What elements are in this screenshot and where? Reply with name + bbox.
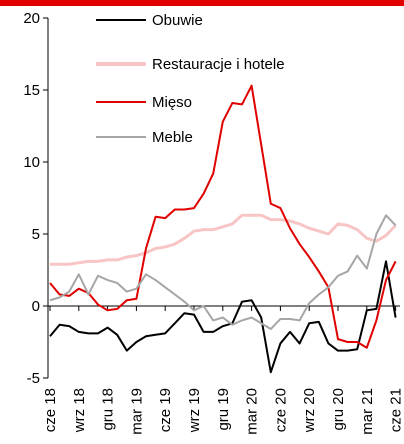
y-tick-label: 0 bbox=[32, 298, 40, 315]
x-tick-label: cze 21 bbox=[388, 388, 404, 432]
x-tick-label: wrz 20 bbox=[301, 388, 318, 433]
x-tick-label: gru 19 bbox=[215, 388, 232, 431]
series-line bbox=[49, 214, 397, 331]
legend-label: Meble bbox=[152, 129, 193, 146]
y-tick-label: 5 bbox=[32, 226, 40, 243]
y-tick-label: 15 bbox=[23, 82, 40, 99]
y-tick-label: 10 bbox=[23, 154, 40, 171]
y-tick-label: -5 bbox=[27, 370, 40, 387]
x-tick-label: mar 19 bbox=[128, 388, 145, 435]
legend-label: Obuwie bbox=[152, 12, 203, 29]
x-tick-label: wrz 19 bbox=[186, 388, 203, 433]
y-tick-label: 20 bbox=[23, 10, 40, 27]
legend-label: Mięso bbox=[152, 94, 192, 111]
series-line bbox=[50, 213, 397, 266]
x-tick-label: mar 20 bbox=[244, 388, 261, 435]
series-line bbox=[49, 260, 397, 374]
x-tick-label: wrz 18 bbox=[71, 388, 88, 433]
x-tick-label: gru 18 bbox=[100, 388, 117, 431]
x-tick-label: cze 20 bbox=[272, 388, 289, 432]
legend-label: Restauracje i hotele bbox=[152, 56, 285, 73]
x-tick-label: cze 18 bbox=[42, 388, 59, 432]
x-tick-label: cze 19 bbox=[157, 388, 174, 432]
series-line bbox=[49, 84, 397, 349]
x-tick-label: gru 20 bbox=[330, 388, 347, 431]
x-tick-label: mar 21 bbox=[359, 388, 376, 435]
header-bar bbox=[0, 0, 404, 6]
